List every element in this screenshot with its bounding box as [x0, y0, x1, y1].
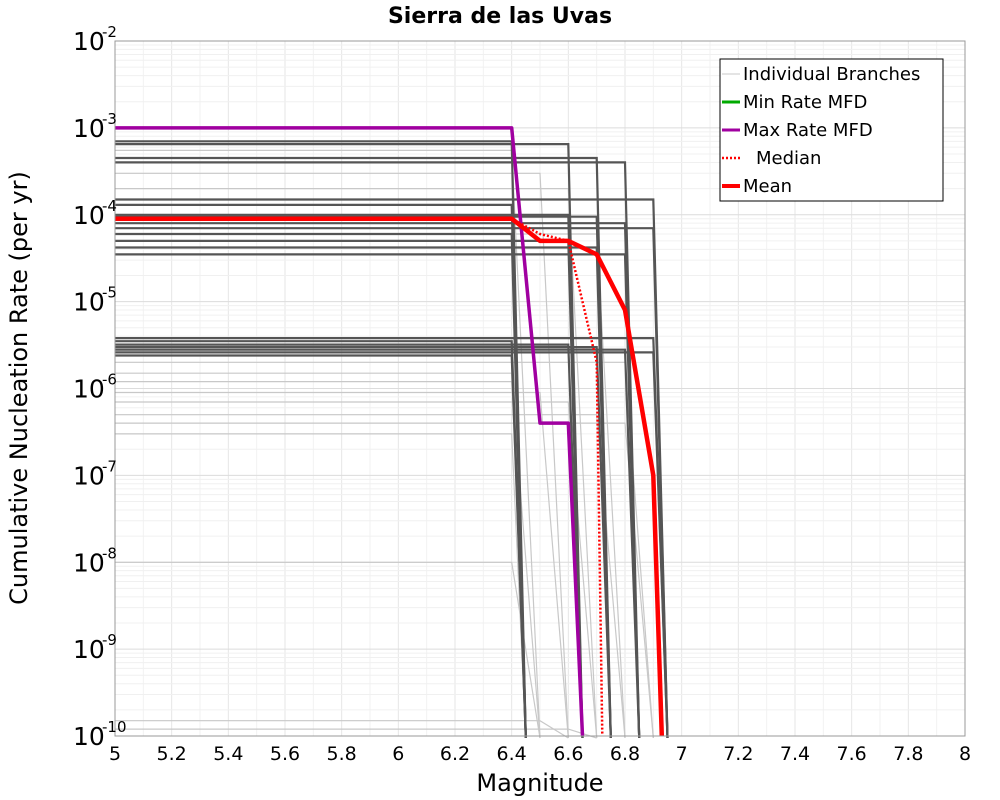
y-tick-exponent: -5 — [102, 284, 117, 302]
y-tick-exponent: -2 — [102, 23, 117, 41]
y-tick-label: 10 — [73, 461, 105, 490]
y-tick-exponent: -3 — [102, 110, 117, 128]
legend-label: Individual Branches — [743, 64, 920, 85]
y-axis-label: Cumulative Nucleation Rate (per yr) — [5, 171, 33, 605]
y-tick-exponent: -9 — [102, 631, 117, 649]
x-tick-label: 6.2 — [440, 743, 470, 765]
x-tick-label: 6.6 — [553, 743, 583, 765]
x-tick-label: 8 — [959, 743, 971, 765]
y-tick-exponent: -10 — [102, 718, 127, 736]
y-tick-exponent: -8 — [102, 544, 117, 562]
y-tick-label: 10 — [73, 635, 105, 664]
legend-label: Median — [756, 148, 821, 169]
x-tick-label: 7 — [676, 743, 688, 765]
x-tick-label: 6.8 — [610, 743, 640, 765]
x-tick-label: 5.6 — [270, 743, 300, 765]
x-tick-label: 6.4 — [497, 743, 527, 765]
y-tick-exponent: -4 — [102, 197, 117, 215]
legend-label: Min Rate MFD — [743, 92, 867, 113]
y-tick-label: 10 — [73, 548, 105, 577]
x-tick-label: 5.2 — [157, 743, 187, 765]
x-axis-label: Magnitude — [476, 769, 603, 797]
x-tick-label: 5.8 — [327, 743, 357, 765]
y-tick-label: 10 — [73, 288, 105, 317]
legend-label: Mean — [743, 176, 792, 197]
legend: Individual Branches Min Rate MFD Max Rate … — [720, 59, 943, 201]
y-tick-exponent: -6 — [102, 371, 117, 389]
x-tick-label: 6 — [392, 743, 404, 765]
y-tick-label: 10 — [73, 375, 105, 404]
legend-label: Max Rate MFD — [743, 120, 873, 141]
x-tick-label: 7.8 — [893, 743, 923, 765]
y-tick-label: 10 — [73, 114, 105, 143]
y-tick-exponent: -7 — [102, 457, 117, 475]
y-tick-label: 10 — [73, 27, 105, 56]
mfd-chart: Sierra de las Uvas Magnitude Cumulative … — [0, 0, 1000, 800]
y-tick-label: 10 — [73, 722, 105, 751]
x-tick-label: 7.2 — [723, 743, 753, 765]
y-tick-label: 10 — [73, 201, 105, 230]
chart-title: Sierra de las Uvas — [388, 4, 612, 29]
x-tick-label: 7.6 — [837, 743, 867, 765]
x-tick-label: 5 — [109, 743, 121, 765]
x-tick-label: 7.4 — [780, 743, 810, 765]
x-tick-label: 5.4 — [213, 743, 243, 765]
